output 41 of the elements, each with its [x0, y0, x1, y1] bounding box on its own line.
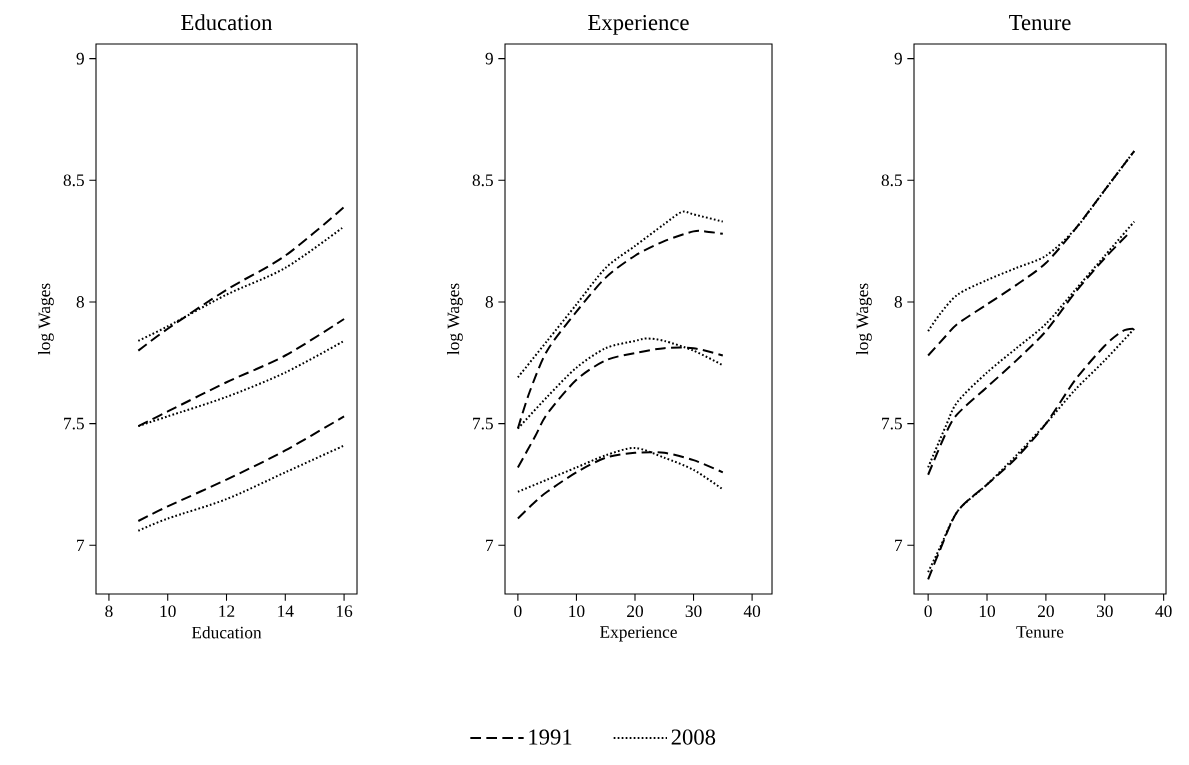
x-tick-label: 40	[1155, 605, 1172, 618]
x-axis-title: Tenure	[1016, 626, 1064, 638]
x-tick-label: 40	[743, 605, 761, 618]
x-tick-label: 0	[924, 605, 932, 618]
y-tick-label: 7.5	[64, 417, 84, 430]
chart-title: Tenure	[1009, 15, 1071, 31]
y-axis-title: log Wages	[38, 283, 54, 355]
y-tick-label: 7	[486, 539, 494, 551]
x-tick-label: 30	[685, 605, 702, 618]
y-tick-label: 8.5	[472, 174, 493, 187]
x-tick-label: 12	[219, 605, 235, 617]
x-axis-title: Education	[191, 626, 262, 639]
y-tick-label: 8	[894, 296, 902, 308]
x-tick-label: 30	[1096, 605, 1113, 618]
x-tick-label: 10	[160, 605, 176, 618]
y-tick-label: 8	[76, 296, 84, 308]
y-tick-label: 8.5	[881, 174, 902, 187]
y-axis-title: log Wages	[856, 283, 872, 355]
legend-label: 1991	[529, 729, 572, 745]
legend-label: 2008	[671, 729, 716, 745]
chart-title: Education	[181, 14, 273, 31]
y-tick-label: 7	[895, 539, 903, 551]
x-tick-label: 20	[1037, 605, 1054, 618]
x-tick-label: 20	[627, 605, 643, 618]
y-tick-label: 9	[485, 52, 493, 65]
y-tick-label: 7	[77, 539, 85, 551]
x-tick-label: 10	[979, 605, 996, 618]
y-tick-label: 7.5	[882, 417, 902, 430]
x-tick-label: 14	[278, 605, 294, 617]
y-tick-label: 9	[76, 52, 84, 65]
y-tick-label: 9	[894, 52, 902, 65]
chart-title: Experience	[588, 14, 689, 35]
y-tick-label: 7.5	[473, 417, 493, 430]
x-tick-label: 8	[105, 605, 113, 618]
y-tick-label: 8.5	[63, 174, 84, 187]
y-tick-label: 8	[485, 296, 493, 308]
x-axis-title: Experience	[600, 626, 677, 642]
x-tick-label: 16	[336, 605, 353, 618]
x-tick-label: 10	[569, 605, 585, 618]
x-tick-label: 0	[514, 605, 522, 618]
y-axis-title: log Wages	[447, 283, 463, 355]
